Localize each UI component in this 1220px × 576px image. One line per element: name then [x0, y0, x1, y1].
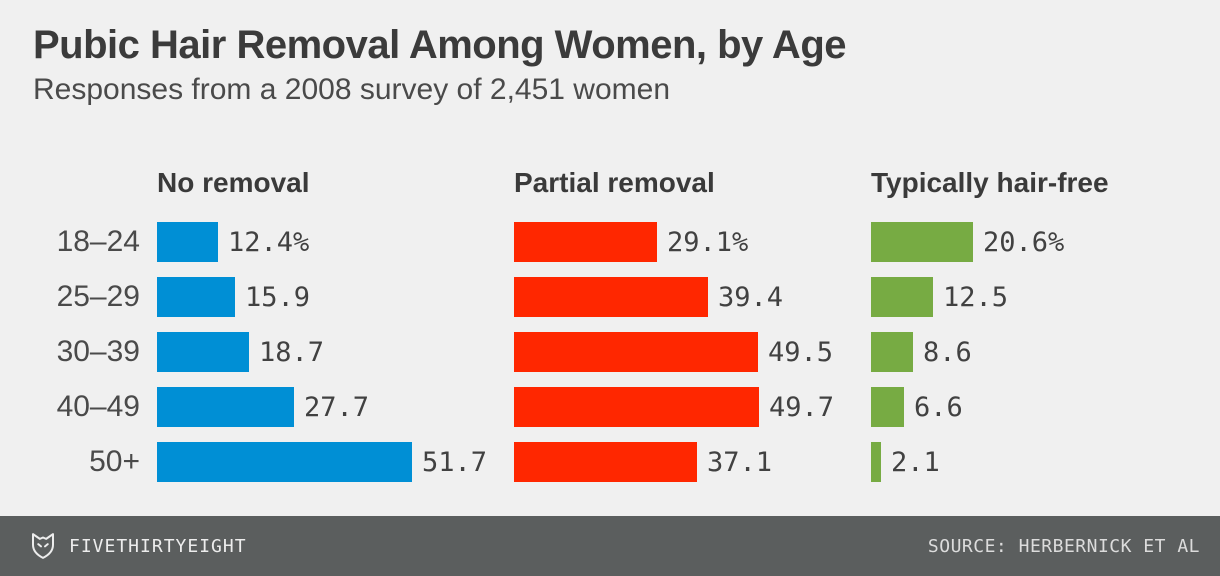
value-label: 12.5 [943, 281, 1009, 313]
bar-cell: 12.5 [871, 277, 1220, 317]
bar-cell: 51.7 [157, 442, 514, 482]
fivethirtyeight-fox-logo-icon [32, 533, 54, 559]
bar-typically-hair-free [871, 332, 913, 372]
bar-cell: 15.9 [157, 277, 514, 317]
bar-cell: 37.1 [514, 442, 871, 482]
value-label: 8.6 [923, 336, 972, 368]
bar-no-removal [157, 442, 412, 482]
age-label: 40–49 [56, 390, 140, 423]
bar-partial-removal [514, 332, 758, 372]
chart-row: 18–24 12.4% 29.1% 20.6% [33, 222, 1220, 262]
bar-cell: 2.1 [871, 442, 1220, 482]
bar-typically-hair-free [871, 442, 881, 482]
age-label: 30–39 [56, 335, 140, 368]
bar-typically-hair-free [871, 222, 973, 262]
bar-cell: 29.1% [514, 222, 871, 262]
header-spacer [33, 168, 157, 198]
bar-no-removal [157, 222, 218, 262]
bar-partial-removal [514, 387, 759, 427]
chart-row: 25–29 15.9 39.4 12.5 [33, 277, 1220, 317]
bar-cell: 8.6 [871, 332, 1220, 372]
value-label: 2.1 [891, 446, 940, 478]
value-label: 29.1% [667, 226, 749, 258]
page-subtitle: Responses from a 2008 survey of 2,451 wo… [33, 73, 671, 106]
value-label: 39.4 [718, 281, 784, 313]
bar-no-removal [157, 277, 235, 317]
footer-bar: FIVETHIRTYEIGHT SOURCE: HERBERNICK ET AL [0, 516, 1220, 576]
bar-cell: 27.7 [157, 387, 514, 427]
bar-no-removal [157, 332, 249, 372]
chart-row: 50+ 51.7 37.1 2.1 [33, 442, 1220, 482]
bar-cell: 49.7 [514, 387, 871, 427]
age-label: 50+ [89, 445, 140, 478]
bar-cell: 6.6 [871, 387, 1220, 427]
value-label: 20.6% [983, 226, 1065, 258]
column-header-typically-hair-free: Typically hair-free [871, 167, 1109, 198]
bar-cell: 20.6% [871, 222, 1220, 262]
value-label: 51.7 [422, 446, 488, 478]
age-label: 25–29 [56, 280, 140, 313]
brand-name: FIVETHIRTYEIGHT [69, 535, 247, 557]
bar-cell: 39.4 [514, 277, 871, 317]
value-label: 12.4% [228, 226, 310, 258]
column-header-no-removal: No removal [157, 167, 310, 198]
grouped-bar-chart: No removal Partial removal Typically hai… [0, 168, 1220, 482]
brand: FIVETHIRTYEIGHT [28, 530, 247, 562]
page-title: Pubic Hair Removal Among Women, by Age [33, 23, 847, 67]
value-label: 37.1 [707, 446, 773, 478]
source-credit: SOURCE: HERBERNICK ET AL [927, 535, 1200, 557]
bar-no-removal [157, 387, 294, 427]
chart-row: 30–39 18.7 49.5 8.6 [33, 332, 1220, 372]
value-label: 49.5 [768, 336, 834, 368]
value-label: 27.7 [304, 391, 370, 423]
bar-partial-removal [514, 222, 657, 262]
column-header-partial-removal: Partial removal [514, 167, 715, 198]
column-headers: No removal Partial removal Typically hai… [33, 168, 1220, 198]
bar-typically-hair-free [871, 277, 933, 317]
age-label: 18–24 [56, 225, 140, 258]
value-label: 18.7 [259, 336, 325, 368]
chart-row: 40–49 27.7 49.7 6.6 [33, 387, 1220, 427]
bar-cell: 12.4% [157, 222, 514, 262]
bar-cell: 18.7 [157, 332, 514, 372]
value-label: 15.9 [245, 281, 311, 313]
bar-partial-removal [514, 277, 708, 317]
bar-cell: 49.5 [514, 332, 871, 372]
chart-rows: 18–24 12.4% 29.1% 20.6% 25–29 15.9 [33, 222, 1220, 482]
value-label: 6.6 [914, 391, 963, 423]
bar-partial-removal [514, 442, 697, 482]
value-label: 49.7 [769, 391, 835, 423]
chart-header: Pubic Hair Removal Among Women, by Age R… [0, 0, 1220, 110]
bar-typically-hair-free [871, 387, 904, 427]
